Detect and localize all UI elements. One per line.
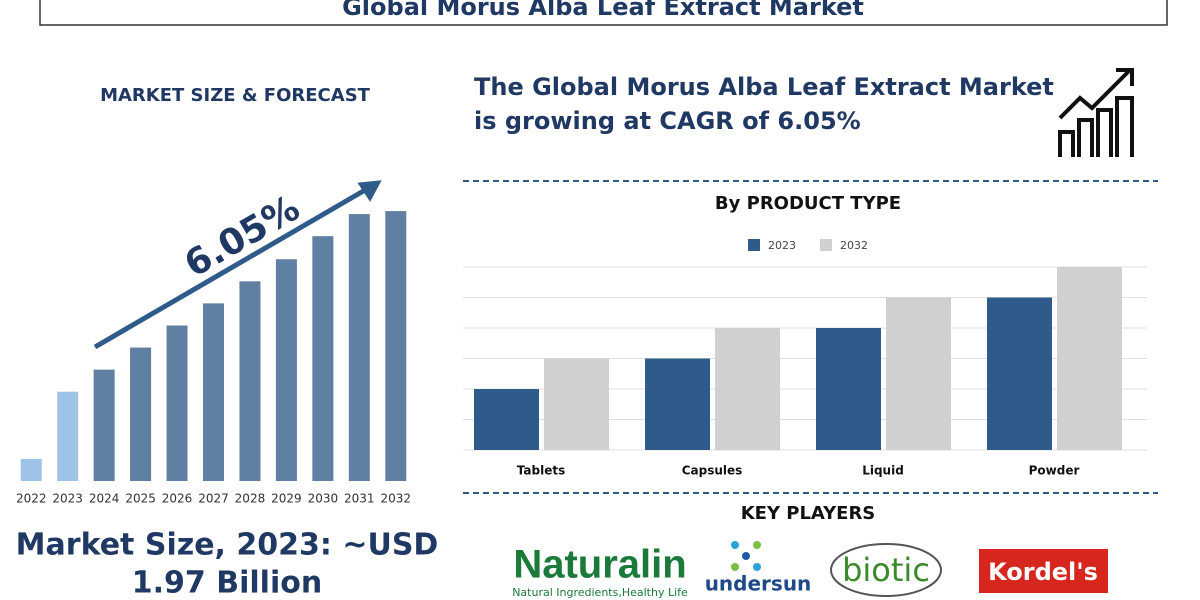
bar [715, 328, 780, 450]
x-tick-label: Tablets [517, 464, 565, 478]
x-tick-label: 2026 [162, 492, 193, 506]
x-tick-label: Liquid [862, 464, 904, 478]
key-players-heading: KEY PLAYERS [741, 503, 876, 524]
bar [1057, 267, 1122, 450]
logo-frame [830, 543, 942, 597]
x-tick-label: 2025 [125, 492, 156, 506]
logo: Naturalin [513, 543, 686, 587]
bar [130, 347, 152, 481]
market-size: 1.97 Billion [132, 566, 322, 600]
bar [645, 358, 710, 450]
growth-icon [1058, 68, 1134, 157]
market-size: Market Size, 2023: ~USD [16, 528, 439, 563]
bar [275, 259, 297, 481]
x-tick-label: 2032 [380, 492, 411, 506]
logo-mark [731, 541, 761, 571]
bar [20, 458, 42, 481]
x-tick-label: Capsules [682, 464, 743, 478]
bar [348, 214, 370, 481]
bar [385, 211, 407, 481]
legend-label: 2032 [840, 239, 868, 252]
legend-label: 2023 [768, 239, 796, 252]
headline: is growing at CAGR of 6.05% [474, 107, 861, 135]
bar [544, 358, 609, 450]
logo-tagline: Natural Ingredients,Healthy Life [512, 586, 688, 599]
bar [166, 325, 188, 481]
bar [474, 389, 539, 450]
chart-title: By PRODUCT TYPE [715, 193, 901, 214]
headline: The Global Morus Alba Leaf Extract Marke… [474, 73, 1054, 101]
bar [886, 297, 951, 450]
trend-arrow [93, 183, 374, 350]
arrow-head [357, 180, 382, 202]
title-box [39, 0, 1168, 26]
x-tick-label: 2023 [52, 492, 83, 506]
x-tick-label: 2031 [344, 492, 375, 506]
bar [312, 236, 334, 481]
logo: undersun [705, 572, 812, 596]
bar [239, 281, 261, 481]
page-title: Global Morus Alba Leaf Extract Market [342, 0, 864, 21]
x-tick-label: 2028 [235, 492, 266, 506]
x-tick-label: 2022 [16, 492, 47, 506]
legend-swatch [820, 239, 832, 251]
logo-frame [979, 549, 1108, 593]
x-tick-label: 2027 [198, 492, 229, 506]
bar [203, 303, 224, 481]
bar [57, 391, 79, 481]
logo: biotic [842, 551, 930, 589]
x-tick-label: Powder [1029, 464, 1080, 478]
x-tick-label: 2029 [271, 492, 302, 506]
x-tick-label: 2030 [308, 492, 339, 506]
logo: Kordel's [988, 558, 1098, 586]
legend-swatch [748, 239, 760, 251]
panel-heading: MARKET SIZE & FORECAST [100, 85, 371, 106]
bar [816, 328, 881, 450]
x-tick-label: 2024 [89, 492, 120, 506]
bar [93, 369, 115, 481]
bar [987, 297, 1052, 450]
